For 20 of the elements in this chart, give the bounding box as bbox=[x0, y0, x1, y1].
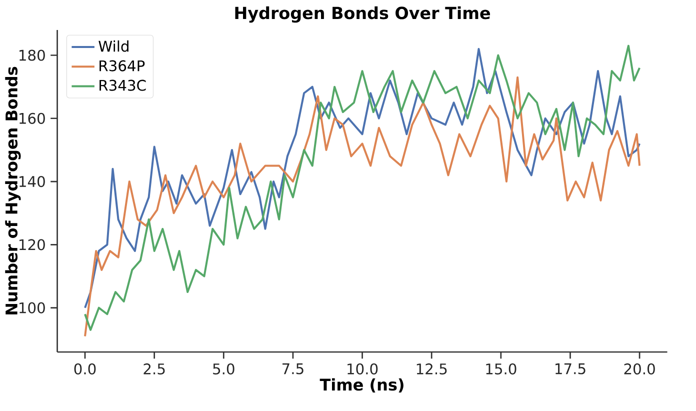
x-tick-label: 10.0 bbox=[348, 363, 378, 374]
legend-label: R364P bbox=[100, 60, 145, 72]
chart-title: Hydrogen Bonds Over Time bbox=[235, 6, 490, 23]
x-tick-label: 17.5 bbox=[556, 363, 586, 374]
x-tick-label: 12.5 bbox=[416, 363, 447, 374]
legend-label: R343C bbox=[100, 80, 146, 91]
x-tick-label: 2.5 bbox=[144, 363, 165, 374]
y-axis-title: Number of Hydrogen Bonds bbox=[5, 66, 21, 314]
x-tick-label: 15.0 bbox=[486, 363, 516, 374]
y-tick-label: 180 bbox=[20, 50, 45, 61]
x-tick-label: 20.0 bbox=[624, 363, 655, 374]
x-tick-label: 5.0 bbox=[213, 363, 234, 374]
x-tick-label: 0.0 bbox=[74, 363, 96, 374]
y-tick-label: 100 bbox=[20, 302, 45, 314]
x-axis-title: Time (ns) bbox=[320, 378, 404, 393]
y-tick-label: 120 bbox=[20, 239, 45, 250]
x-tick-label: 7.5 bbox=[282, 363, 304, 374]
y-tick-label: 160 bbox=[20, 112, 45, 124]
y-tick-label: 140 bbox=[20, 176, 45, 188]
legend-label: Wild bbox=[98, 40, 128, 52]
